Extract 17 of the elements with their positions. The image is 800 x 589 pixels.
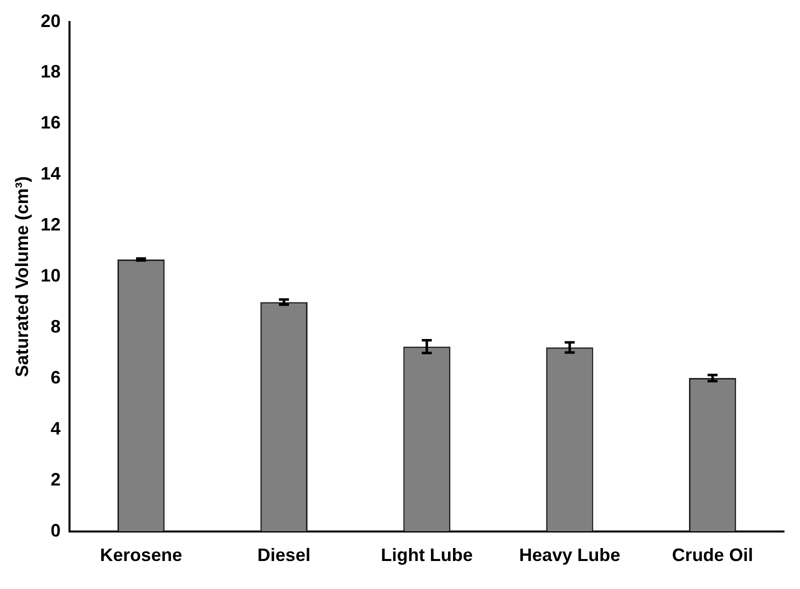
x-tick-label: Heavy Lube (519, 545, 620, 566)
x-tick-label: Diesel (257, 545, 310, 566)
y-tick-label: 12 (40, 214, 61, 235)
x-tick-label: Crude Oil (672, 545, 754, 566)
y-axis-title: Saturated Volume (cm³) (12, 176, 32, 377)
y-tick-label: 10 (40, 266, 61, 286)
x-tick-label: Light Lube (380, 545, 473, 566)
y-tick-label: 16 (40, 112, 61, 133)
y-tick-label: 4 (50, 418, 61, 438)
y-tick-label: 14 (40, 164, 61, 184)
y-tick-label: 0 (50, 520, 61, 540)
y-tick-label: 20 (40, 10, 61, 31)
y-tick-label: 6 (50, 367, 61, 388)
y-tick-label: 8 (50, 316, 61, 337)
x-tick-label: Kerosene (100, 545, 182, 566)
y-tick-label: 2 (50, 469, 61, 490)
y-tick-label: 18 (40, 62, 61, 82)
